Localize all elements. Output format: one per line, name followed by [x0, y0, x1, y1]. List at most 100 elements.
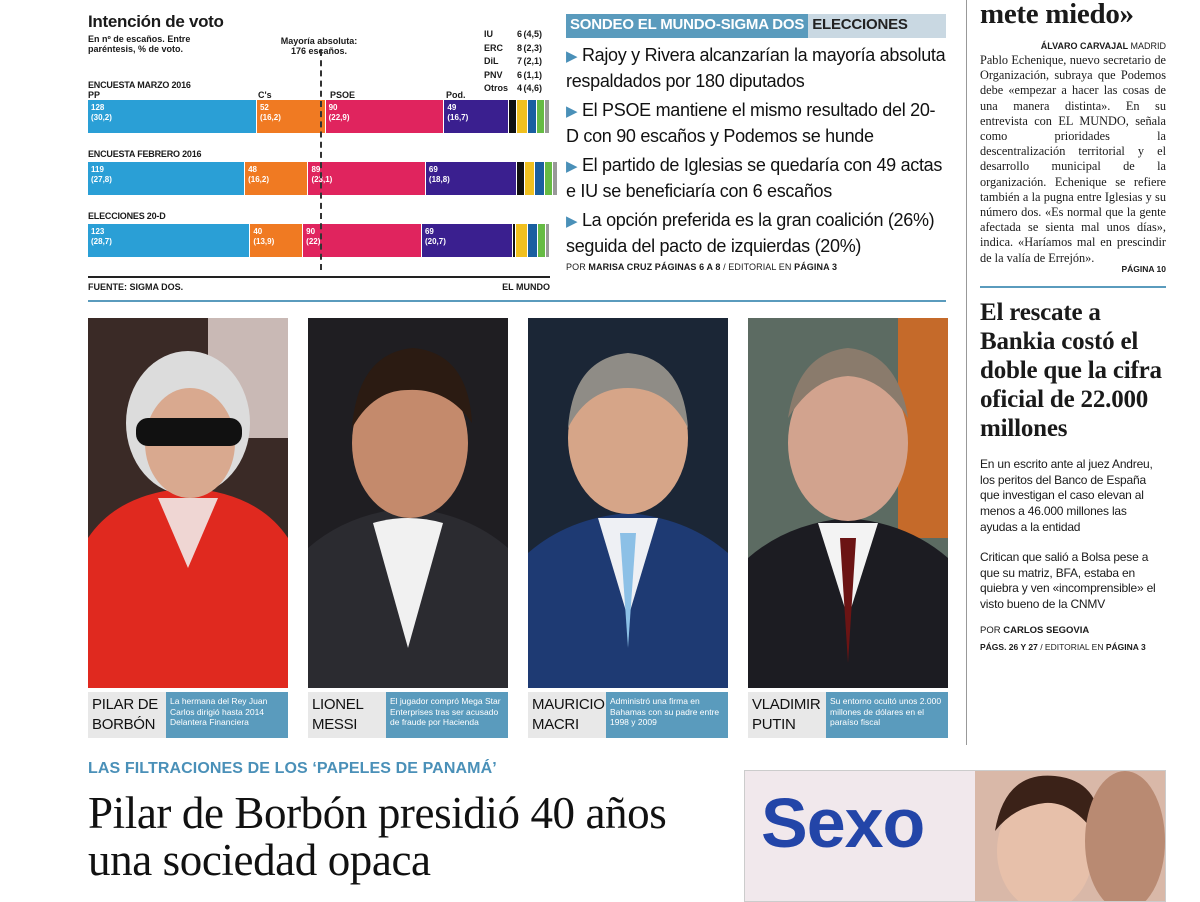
poll-byline: POR MARISA CRUZ PÁGINAS 6 A 8 / EDITORIA…	[566, 262, 838, 272]
chart-seat-label: 69	[428, 165, 438, 174]
chart-rule	[88, 276, 550, 278]
photo-pilar-de-borbon	[88, 318, 288, 688]
chart-bar-segment: 48 (16,2)	[245, 162, 308, 195]
poll-bullet: ▶ La opción preferida es la gran coalici…	[566, 210, 935, 256]
caption-mauricio-macri: MAURICIO MACRI Administró una firma en B…	[528, 692, 728, 738]
chart-bar-segment	[544, 162, 552, 195]
legend-party: Otros	[484, 83, 509, 93]
chart-bar-row: 128 (30,2) 52 (16,2) 90 (22,9) 49 (16,7)	[88, 100, 550, 133]
chart-series-label: ENCUESTA FEBRERO 2016	[88, 149, 202, 159]
echenique-page-ref: PÁGINA 10	[1121, 263, 1166, 274]
chart-bar-segment	[546, 224, 549, 257]
chart-bar-row: 119 (27,8) 48 (16,2) 89 (23,1) 69 (18,8)	[88, 162, 557, 195]
legend-party: ERC	[484, 42, 504, 53]
chart-subtitle: En nº de escaños. Entre paréntesis, % de…	[88, 34, 191, 54]
vote-intention-chart: Intención de voto En nº de escaños. Entr…	[88, 10, 557, 292]
chart-seat-label: 90	[328, 103, 338, 112]
chart-bar-segment	[527, 224, 538, 257]
chart-title: Intención de voto	[88, 12, 224, 31]
triangle-icon: ▶	[566, 103, 578, 120]
chart-bar-segment	[517, 100, 527, 133]
chart-pct-label: (22)	[306, 237, 321, 246]
chart-pct-label: (27,8)	[91, 175, 112, 184]
right-column: mete miedo» ÁLVARO CARVAJAL MADRID Pablo…	[980, 0, 1166, 652]
poll-bullet: ▶ Rajoy y Rivera alcanzarían la mayoría …	[566, 45, 946, 91]
chart-seat-label: 48	[248, 165, 257, 174]
small-parties-legend: IU 6 (4,5) ERC 8 (2,3) DiL 7 (2,1) PNV 6 (1,1) Otros…	[484, 28, 542, 96]
legend-party: IU	[484, 29, 493, 39]
chart-seat-label: 89	[311, 165, 321, 174]
bankia-headline: El rescate a Bankia costó el doble que l…	[980, 298, 1162, 442]
chart-bar-segment: 69 (20,7)	[421, 224, 513, 257]
chart-brand: EL MUNDO	[502, 282, 550, 292]
lead-kicker: LAS FILTRACIONES DE LOS ‘PAPELES DE PANA…	[88, 760, 497, 777]
legend-seats: 4	[516, 83, 522, 93]
right-divider	[980, 285, 1166, 288]
advertisement[interactable]: Sexo	[744, 770, 1166, 902]
legend-party: PNV	[484, 69, 503, 80]
column-divider	[966, 0, 967, 745]
poll-bullet: ▶ El PSOE mantiene el mismo resultado de…	[566, 100, 936, 146]
majority-line	[320, 50, 323, 270]
legend-party: DiL	[484, 56, 499, 66]
photo-mauricio-macri	[528, 318, 728, 688]
chart-bar-segment: 119 (27,8)	[88, 162, 245, 195]
chart-seat-label: 52	[259, 103, 269, 112]
chart-bar-segment: 89 (23,1)	[308, 162, 425, 195]
photo-vladimir-putin	[748, 318, 948, 688]
poll-bullet: ▶ El partido de Iglesias se quedaría con…	[566, 155, 943, 201]
chart-bar-segment: 128 (30,2)	[88, 100, 256, 133]
section-divider	[88, 300, 946, 302]
ad-couple-image	[975, 771, 1165, 901]
triangle-icon: ▶	[566, 158, 578, 175]
legend-row: IU 6 (4,5)	[484, 28, 542, 42]
chart-bar-row: 123 (28,7) 40 (13,9) 90 (22) 69 (20,7)	[88, 224, 550, 257]
legend-row: DiL 7 (2,1)	[484, 55, 542, 69]
chart-bar-segment	[509, 100, 516, 133]
legend-pct: (2,1)	[523, 56, 542, 66]
party-label-podemos: Pod.	[446, 90, 466, 100]
bankia-paragraph-2: Critican que salió a Bolsa pese a que su…	[980, 549, 1156, 612]
chart-bar-segment	[517, 162, 524, 195]
legend-seats: 6	[516, 29, 522, 39]
echenique-author: ÁLVARO CARVAJAL MADRID	[1040, 41, 1166, 51]
legend-seats: 8	[516, 42, 522, 53]
chart-seat-label: 123	[91, 227, 105, 236]
majority-label: Mayoría absoluta: 176 escaños.	[280, 36, 358, 56]
legend-row: Otros 4 (4,6)	[484, 82, 542, 96]
echenique-body: Pablo Echenique, nuevo secretario de Org…	[980, 53, 1166, 265]
poll-header-label: SONDEO EL MUNDO-SIGMA DOS	[566, 14, 809, 38]
chart-source: FUENTE: SIGMA DOS.	[88, 282, 184, 292]
party-label-psoe: PSOE	[330, 90, 356, 100]
triangle-icon: ▶	[566, 48, 578, 65]
photo-lionel-messi	[308, 318, 508, 688]
bankia-paragraph-1: En un escrito ante al juez Andreu, los p…	[980, 456, 1153, 535]
chart-seat-label: 40	[253, 227, 263, 236]
chart-pct-label: (20,7)	[424, 237, 446, 246]
chart-bar-segment: 40 (13,9)	[250, 224, 303, 257]
chart-bar-segment: 90 (22)	[303, 224, 421, 257]
ad-text: Sexo	[761, 784, 925, 862]
chart-bar-segment	[536, 100, 544, 133]
chart-pct-label: (30,2)	[91, 113, 112, 122]
chart-seat-label: 128	[91, 103, 105, 112]
chart-bar-segment	[524, 162, 535, 195]
chart-bar-segment: 69 (18,8)	[425, 162, 516, 195]
chart-pct-label: (22,9)	[328, 113, 350, 122]
legend-seats: 7	[516, 56, 522, 66]
chart-pct-label: (18,8)	[428, 175, 450, 184]
chart-bar-segment: 123 (28,7)	[88, 224, 250, 257]
legend-seats: 6	[516, 69, 522, 80]
chart-pct-label: (16,2)	[259, 113, 281, 122]
party-label-pp: PP	[88, 90, 101, 100]
triangle-icon: ▶	[566, 213, 578, 230]
chart-series-label: ELECCIONES 20-D	[88, 211, 166, 221]
chart-seat-label: 90	[306, 227, 316, 236]
legend-pct: (4,6)	[523, 83, 542, 93]
chart-pct-label: (13,9)	[253, 237, 275, 246]
chart-seat-label: 119	[91, 165, 104, 174]
chart-seat-label: 69	[424, 227, 434, 236]
chart-bar-segment	[513, 224, 515, 257]
poll-summary: SONDEO EL MUNDO-SIGMA DOS ELECCIONES ▶ R…	[566, 14, 946, 272]
legend-pct: (1,1)	[523, 69, 542, 80]
